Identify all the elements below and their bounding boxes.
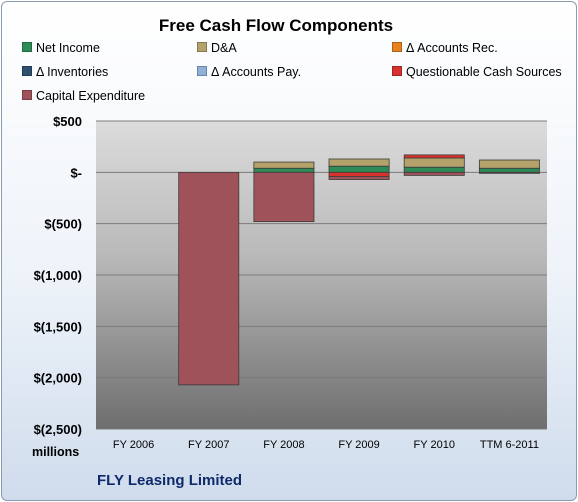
y-tick-label: $-	[70, 165, 82, 180]
bar-segment	[478, 167, 540, 173]
legend-item: Δ Inventories	[22, 64, 108, 80]
y-tick-label: $(1,000)	[34, 268, 82, 283]
bar-segment	[478, 159, 540, 169]
x-tick-label: FY 2010	[414, 439, 455, 451]
bar-segment	[403, 154, 465, 159]
x-tick-label: FY 2007	[188, 439, 229, 451]
bar-segment	[328, 176, 390, 180]
legend-label: Δ Accounts Pay.	[211, 65, 302, 79]
y-tick-label: $(500)	[44, 217, 82, 232]
legend-item: Questionable Cash Sources	[392, 64, 562, 80]
legend-swatch	[197, 66, 207, 76]
legend-label: Net Income	[36, 41, 100, 55]
legend-swatch	[22, 42, 32, 52]
legend-item: D&A	[197, 40, 237, 56]
legend-item: Capital Expenditure	[22, 88, 145, 104]
y-tick-label: $(2,000)	[34, 371, 82, 386]
legend-item: Δ Accounts Rec.	[392, 40, 498, 56]
x-tick-label: FY 2009	[338, 439, 379, 451]
legend-label: Capital Expenditure	[36, 89, 146, 103]
unit-label: millions	[32, 445, 80, 459]
legend-swatch	[22, 90, 32, 100]
legend-swatch	[22, 66, 32, 76]
bar-segment	[178, 171, 240, 386]
legend-item: Net Income	[22, 40, 100, 56]
x-tick-label: TTM 6-2011	[480, 439, 539, 451]
bar-segment	[328, 158, 390, 167]
legend-label: Questionable Cash Sources	[406, 65, 562, 79]
chart-title: Free Cash Flow Components	[158, 16, 394, 35]
bar-segment	[253, 167, 315, 173]
y-tick-label: $500	[53, 114, 82, 129]
bar-segment	[253, 171, 315, 223]
legend-label: Δ Inventories	[36, 65, 109, 79]
y-tick-label: $(2,500)	[34, 422, 82, 437]
bar-segment	[253, 161, 315, 169]
x-tick-label: FY 2008	[263, 439, 304, 451]
legend-label: Δ Accounts Rec.	[406, 41, 498, 55]
bar-segment	[403, 171, 465, 176]
bar-segment	[328, 171, 390, 177]
y-tick-label: $(1,500)	[34, 319, 82, 334]
bar-segment	[403, 166, 465, 173]
bar-segment	[328, 165, 390, 173]
legend-item: Δ Accounts Pay.	[197, 64, 301, 80]
legend-swatch	[392, 66, 402, 76]
legend-swatch	[392, 42, 402, 52]
legend-swatch	[197, 42, 207, 52]
x-tick-label: FY 2006	[113, 439, 154, 451]
bar-segment	[478, 171, 540, 174]
legend-label: D&A	[211, 41, 237, 55]
bar-segment	[403, 157, 465, 168]
company-name: FLY Leasing Limited	[97, 472, 243, 489]
